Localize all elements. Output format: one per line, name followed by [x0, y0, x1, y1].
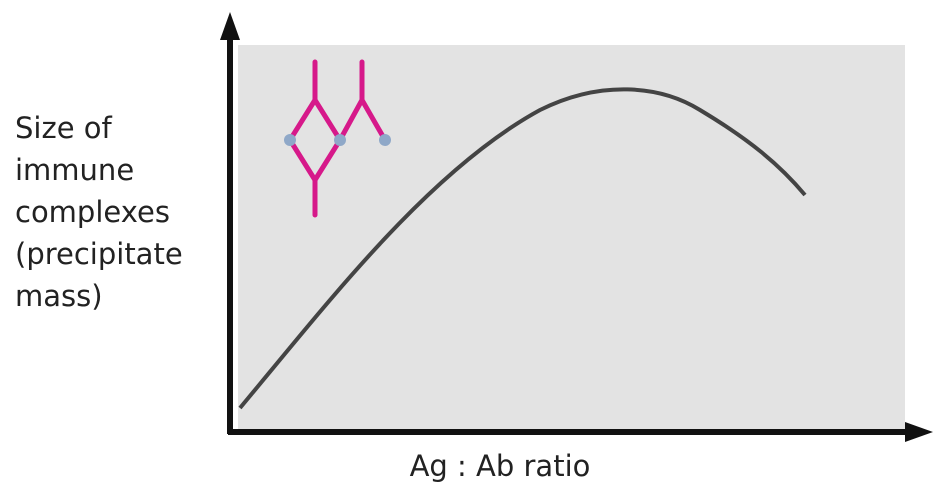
- y-axis-label: (precipitate: [15, 237, 183, 271]
- diagram: Size of immune complexes (precipitate ma…: [0, 0, 935, 491]
- x-axis-arrow: [905, 422, 933, 442]
- y-axis-label: Size of: [15, 111, 112, 145]
- y-axis-label: complexes: [15, 195, 170, 229]
- x-axis-label: Ag : Ab ratio: [410, 449, 591, 483]
- y-axis-arrow: [220, 12, 240, 40]
- plot-area: [238, 45, 905, 430]
- y-axis-label: immune: [15, 153, 134, 187]
- y-axis-label: mass): [15, 279, 103, 313]
